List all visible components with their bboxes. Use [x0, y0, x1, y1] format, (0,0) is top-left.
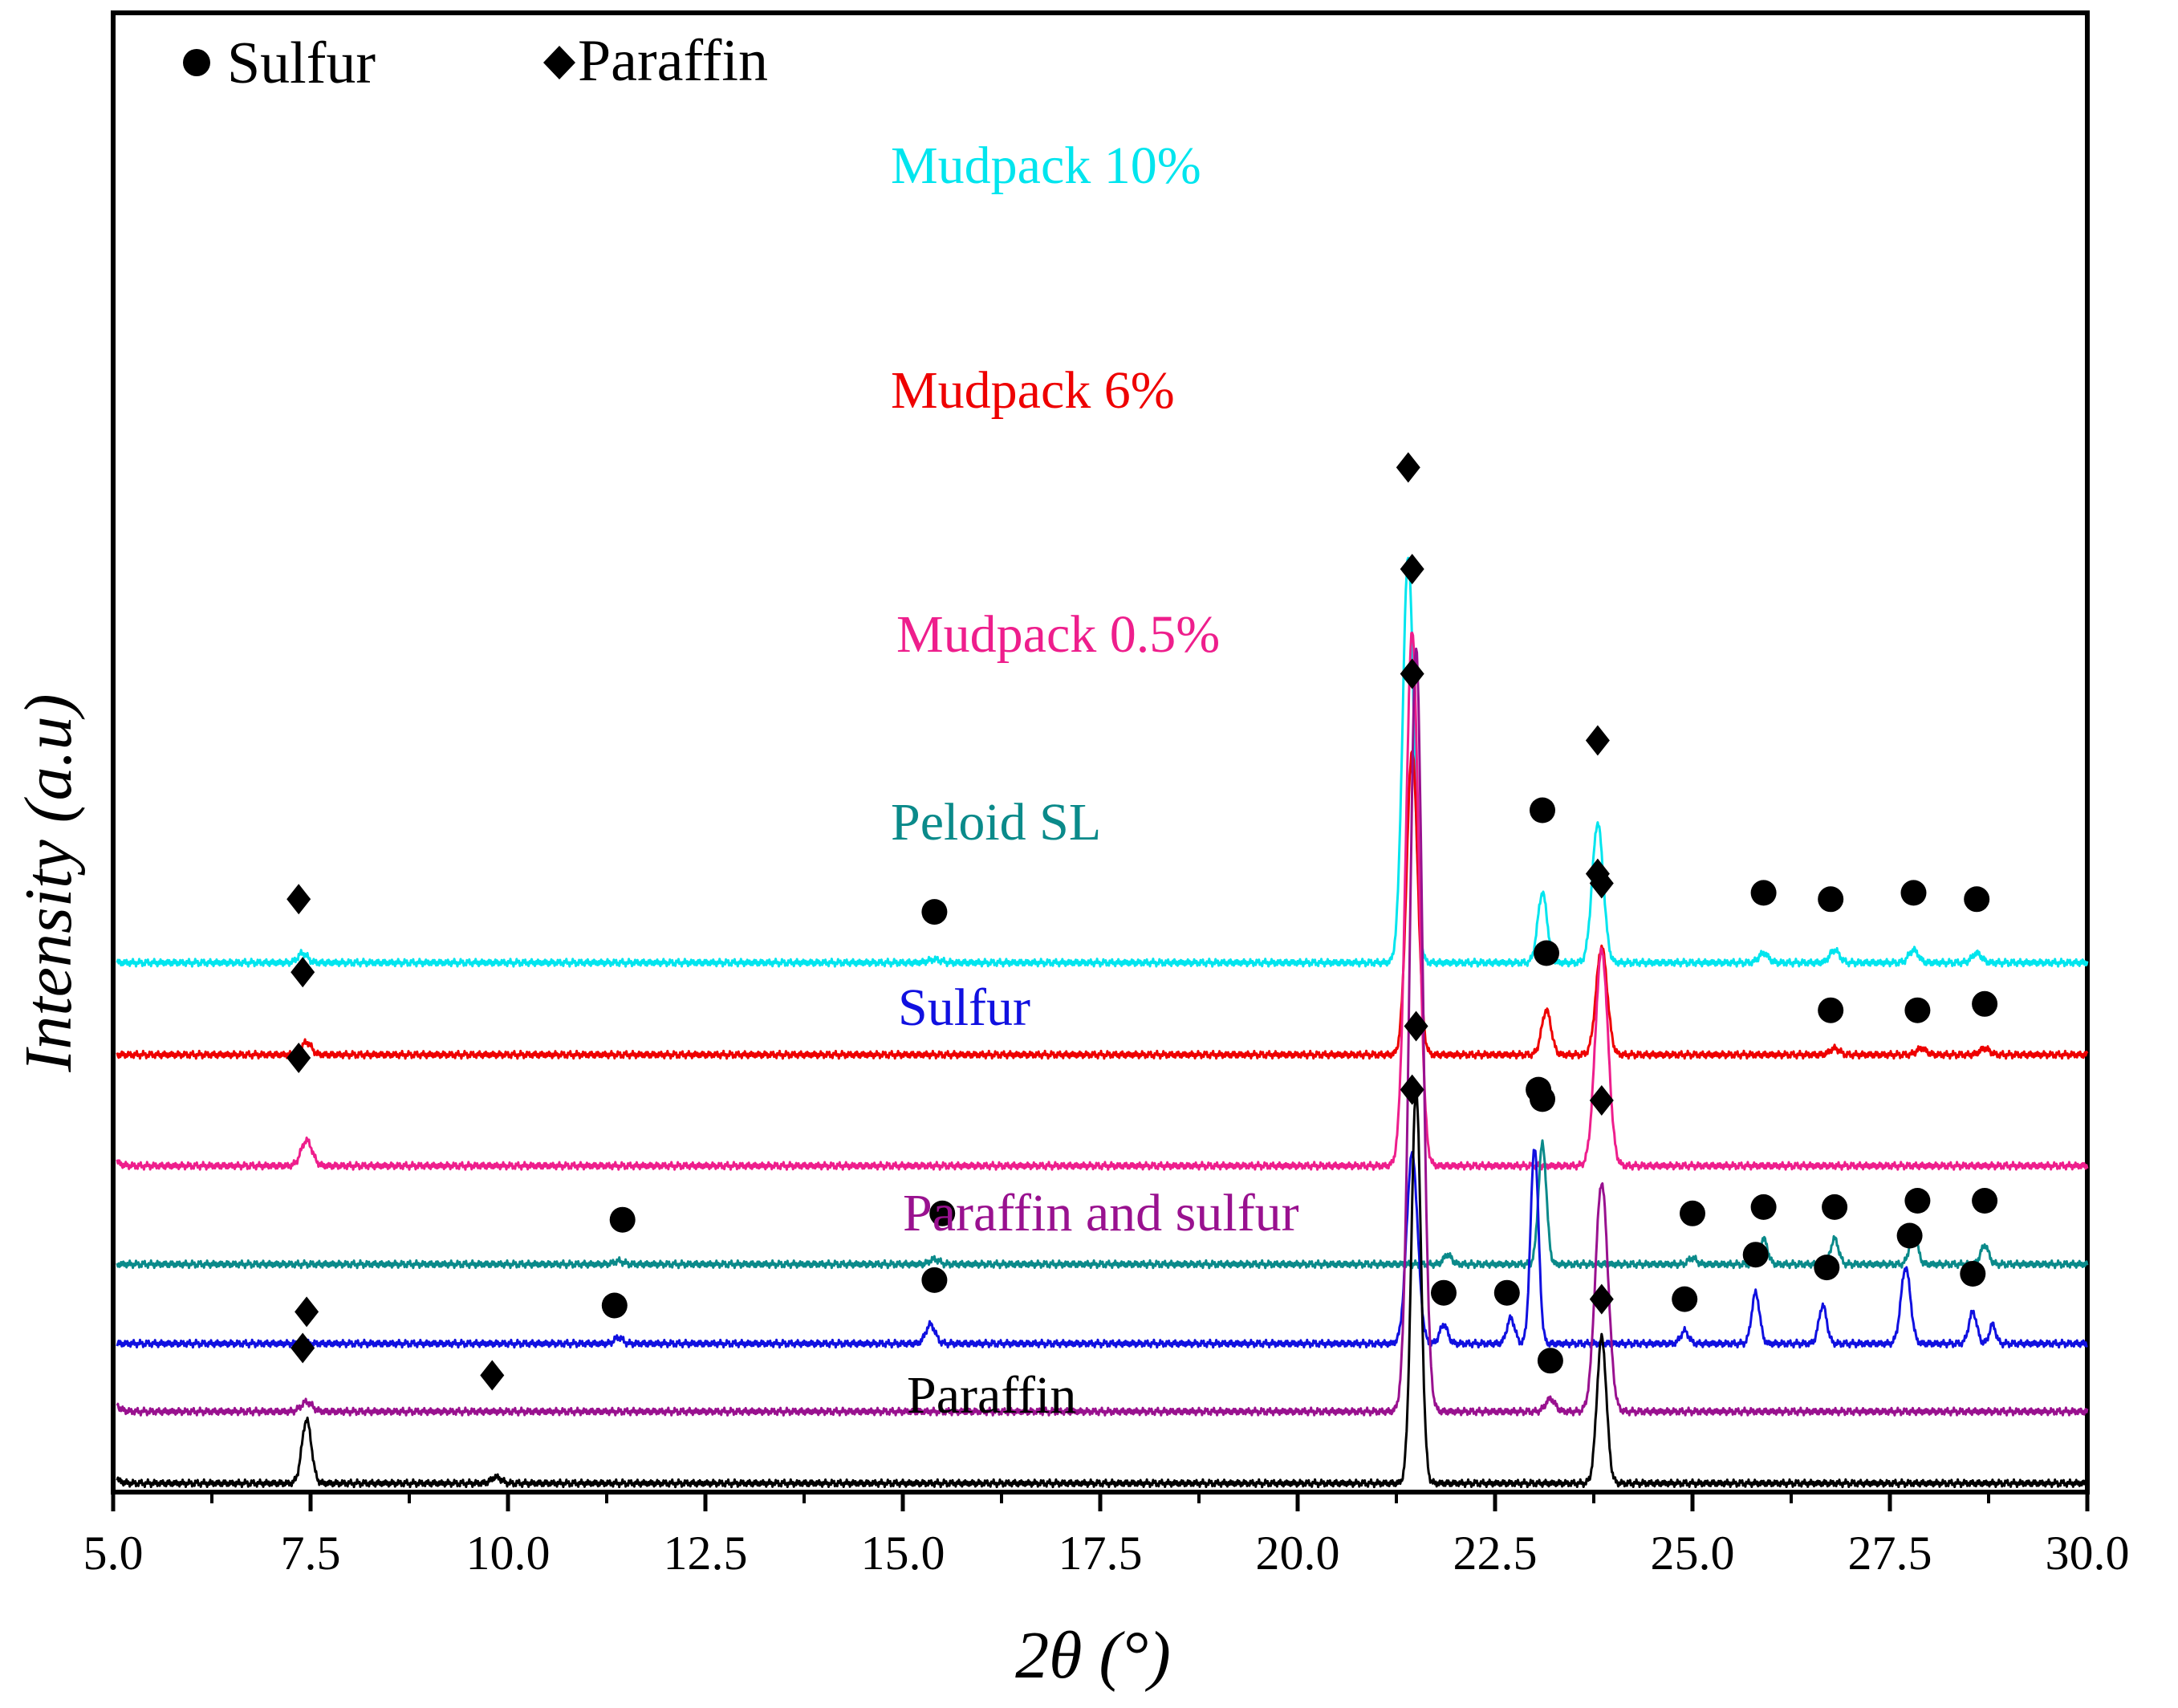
paraffin-marker-diamond-icon [480, 1360, 505, 1391]
plot-frame [111, 10, 2090, 1494]
x-tick-label: 17.5 [1059, 1527, 1143, 1580]
paraffin-marker-diamond-icon [295, 1296, 319, 1328]
paraffin-marker-diamond-icon [286, 884, 311, 915]
sulfur-marker-circle-icon [1896, 1222, 1923, 1249]
sulfur-marker-circle-icon [1750, 880, 1777, 906]
series-label-mudpack-10: Mudpack 10% [891, 136, 1201, 195]
series-line-mudpack-0-5 [116, 631, 2089, 1171]
sulfur-marker-circle-icon [609, 1206, 636, 1233]
paraffin-marker-diamond-icon [1589, 1085, 1614, 1116]
series-label-paraffin-and-sulfur: Paraffin and sulfur [903, 1184, 1299, 1242]
sulfur-marker-circle-icon [1530, 797, 1555, 824]
sulfur-marker-circle-icon [1672, 1286, 1698, 1312]
sulfur-marker-circle-icon [1904, 1188, 1931, 1214]
x-tick-label: 12.5 [664, 1527, 748, 1580]
peak-markers-group [286, 452, 1998, 1391]
sulfur-marker-circle-icon [1904, 997, 1931, 1023]
x-axis-title: 2θ (°) [1015, 1618, 1171, 1693]
sulfur-marker-circle-icon [1431, 1279, 1457, 1306]
paraffin-marker-diamond-icon [1404, 1011, 1428, 1042]
series-labels-group: Mudpack 10% Mudpack 6% Mudpack 0.5% Peloid … [891, 136, 1299, 1425]
sulfur-marker-circle-icon [921, 899, 948, 925]
sulfur-marker-circle-icon [1818, 886, 1844, 913]
paraffin-marker-diamond-icon [1400, 1074, 1424, 1105]
paraffin-marker-diamond-icon [1396, 452, 1420, 483]
paraffin-marker-diamond-icon [286, 1043, 311, 1073]
series-label-sulfur: Sulfur [898, 978, 1030, 1037]
sulfur-marker-circle-icon [1534, 940, 1559, 966]
x-tick-label: 15.0 [861, 1527, 945, 1580]
paraffin-marker-diamond-icon [1400, 658, 1424, 689]
sulfur-marker-circle-icon [1972, 1188, 1998, 1214]
legend-diamond-icon [543, 46, 575, 79]
legend-label-sulfur: Sulfur [227, 31, 376, 96]
sulfur-marker-circle-icon [1822, 1194, 1848, 1220]
sulfur-marker-circle-icon [929, 1200, 956, 1226]
series-line-paraffin-and-sulfur [116, 647, 2089, 1417]
x-axis: 5.0 7.5 10.0 12.5 15.0 17.5 20.0 22.5 25.0 27.5 30… [83, 1492, 2130, 1580]
series-label-mudpack-0-5: Mudpack 0.5% [896, 605, 1220, 664]
legend-circle-icon [183, 49, 210, 76]
legend-label-paraffin: Paraffin [578, 28, 768, 94]
x-tick-label: 10.0 [466, 1527, 551, 1580]
series-line-mudpack-6 [116, 750, 2089, 1060]
series-line-paraffin [116, 1088, 2089, 1489]
sulfur-marker-circle-icon [1742, 1242, 1769, 1268]
paraffin-marker-diamond-icon [291, 957, 315, 988]
series-line-mudpack-10 [116, 556, 2089, 968]
x-tick-label: 7.5 [281, 1527, 341, 1580]
sulfur-marker-circle-icon [1680, 1200, 1705, 1226]
legend: Sulfur Paraffin [183, 28, 768, 96]
paraffin-marker-diamond-icon [1589, 1283, 1614, 1315]
x-tick-label: 30.0 [2046, 1527, 2130, 1580]
sulfur-marker-circle-icon [1750, 1194, 1777, 1220]
sulfur-marker-circle-icon [601, 1292, 628, 1319]
sulfur-marker-circle-icon [1814, 1255, 1840, 1281]
x-tick-label: 5.0 [83, 1527, 144, 1580]
paraffin-marker-diamond-icon [291, 1332, 315, 1364]
sulfur-marker-circle-icon [1960, 1261, 1986, 1287]
sulfur-marker-circle-icon [1526, 1076, 1552, 1103]
series-group [116, 556, 2089, 1489]
sulfur-marker-circle-icon [921, 1267, 948, 1293]
sulfur-marker-circle-icon [1972, 990, 1998, 1017]
paraffin-marker-diamond-icon [1585, 858, 1610, 889]
x-tick-label: 22.5 [1453, 1527, 1538, 1580]
sulfur-marker-circle-icon [1964, 886, 1990, 913]
paraffin-marker-diamond-icon [1585, 725, 1610, 756]
x-tick-label: 25.0 [1651, 1527, 1735, 1580]
paraffin-marker-diamond-icon [1400, 554, 1424, 584]
y-axis-title: Intensity (a.u) [11, 693, 86, 1072]
sulfur-marker-circle-icon [1900, 880, 1927, 906]
series-label-mudpack-6: Mudpack 6% [891, 361, 1175, 420]
series-label-peloid-sl: Peloid SL [891, 793, 1101, 852]
sulfur-marker-circle-icon [1818, 997, 1844, 1023]
sulfur-marker-circle-icon [1537, 1348, 1563, 1374]
sulfur-marker-circle-icon [1493, 1279, 1520, 1306]
x-tick-label: 27.5 [1848, 1527, 1932, 1580]
series-label-paraffin: Paraffin [907, 1366, 1076, 1425]
series-line-sulfur [116, 1149, 2088, 1349]
x-tick-label: 20.0 [1256, 1527, 1340, 1580]
